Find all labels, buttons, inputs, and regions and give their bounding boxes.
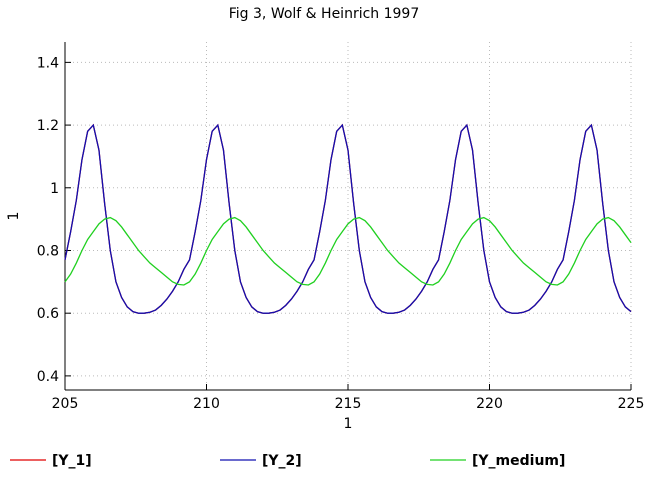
x-tick-label: 225 xyxy=(618,396,645,412)
x-tick-label: 220 xyxy=(476,396,503,412)
legend-label: [Y_medium] xyxy=(472,453,565,469)
y-axis-label: 1 xyxy=(6,212,22,221)
legend-label: [Y_2] xyxy=(262,453,302,469)
y-tick-label: 1.4 xyxy=(37,55,59,71)
x-axis-label: 1 xyxy=(344,416,353,432)
y-tick-label: 0.8 xyxy=(37,243,59,259)
y-tick-label: 1.2 xyxy=(37,118,59,134)
x-tick-label: 215 xyxy=(335,396,362,412)
series-line xyxy=(64,123,632,314)
chart-title: Fig 3, Wolf & Heinrich 1997 xyxy=(229,6,420,22)
x-tick-label: 205 xyxy=(52,396,79,412)
y-tick-label: 0.4 xyxy=(37,369,59,385)
y-tick-label: 1 xyxy=(50,181,59,197)
x-tick-label: 210 xyxy=(193,396,220,412)
y-tick-label: 0.6 xyxy=(37,306,59,322)
legend-label: [Y_1] xyxy=(52,453,92,469)
series-line xyxy=(64,216,632,286)
